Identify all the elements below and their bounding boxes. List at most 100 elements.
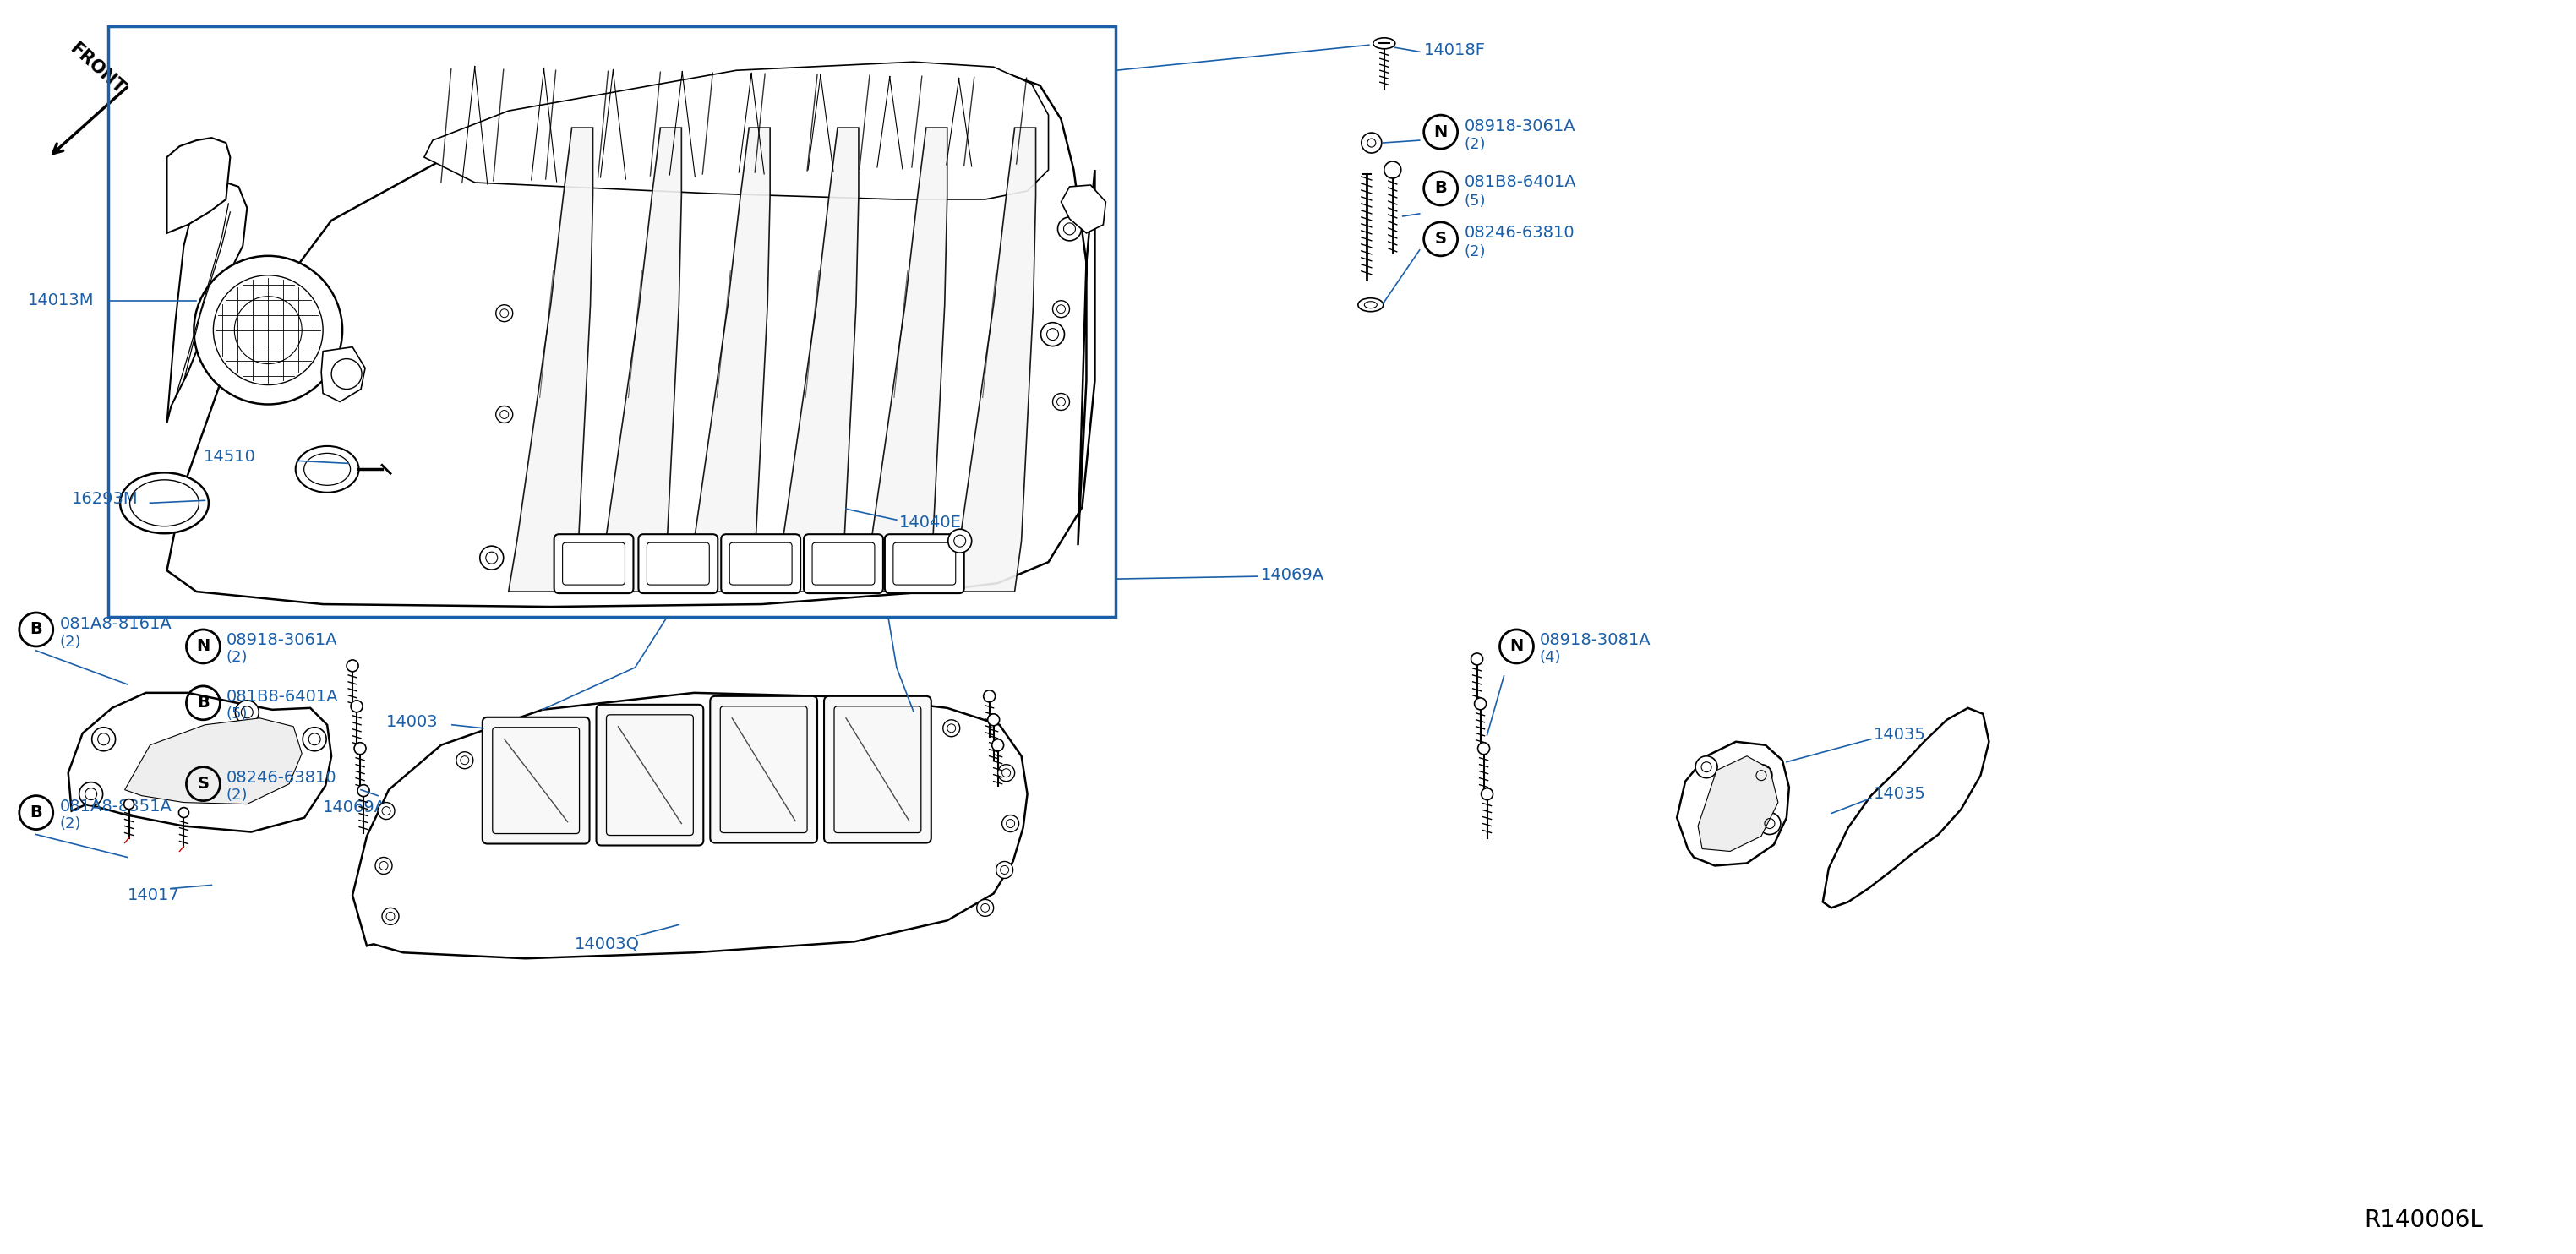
Circle shape [997, 861, 1012, 878]
Circle shape [1059, 217, 1082, 241]
Text: 08246-63810: 08246-63810 [227, 770, 337, 786]
Circle shape [948, 529, 971, 553]
Text: (2): (2) [59, 816, 82, 831]
Text: (2): (2) [1463, 137, 1486, 152]
Polygon shape [775, 128, 858, 592]
Polygon shape [863, 128, 948, 592]
Text: 08918-3061A: 08918-3061A [1463, 118, 1577, 134]
Text: (5): (5) [1463, 193, 1486, 208]
Ellipse shape [296, 446, 358, 493]
Text: N: N [1510, 638, 1522, 655]
Polygon shape [322, 347, 366, 401]
Circle shape [93, 727, 116, 751]
Polygon shape [685, 128, 770, 592]
Ellipse shape [121, 473, 209, 533]
Circle shape [350, 701, 363, 712]
Polygon shape [353, 692, 1028, 958]
Text: 14035: 14035 [1873, 727, 1927, 742]
Polygon shape [167, 183, 247, 423]
Circle shape [1471, 653, 1484, 665]
Text: 081B8-6401A: 081B8-6401A [227, 688, 337, 705]
Circle shape [1383, 162, 1401, 178]
Text: 14013M: 14013M [28, 292, 95, 308]
Text: N: N [196, 638, 211, 655]
Circle shape [1360, 133, 1381, 153]
Circle shape [358, 785, 368, 796]
Polygon shape [124, 719, 301, 804]
Circle shape [984, 690, 994, 702]
Circle shape [124, 799, 134, 809]
Circle shape [1481, 788, 1494, 800]
Circle shape [1749, 765, 1772, 786]
Text: 08246-63810: 08246-63810 [1463, 224, 1574, 241]
FancyBboxPatch shape [884, 534, 963, 593]
Circle shape [497, 305, 513, 322]
Circle shape [456, 752, 474, 769]
Text: FRONT: FRONT [67, 40, 126, 98]
Polygon shape [1677, 741, 1790, 865]
Text: (5): (5) [227, 706, 247, 721]
Text: (2): (2) [227, 650, 247, 665]
Circle shape [1473, 697, 1486, 710]
Polygon shape [598, 128, 683, 592]
Polygon shape [1061, 186, 1105, 233]
Polygon shape [425, 61, 1048, 199]
FancyBboxPatch shape [639, 534, 719, 593]
Text: (4): (4) [1540, 650, 1561, 665]
Polygon shape [507, 128, 592, 592]
Circle shape [379, 803, 394, 819]
Polygon shape [67, 692, 332, 831]
Text: 14040E: 14040E [899, 514, 961, 530]
Circle shape [479, 545, 502, 569]
Text: (2): (2) [227, 788, 247, 803]
Circle shape [1041, 322, 1064, 346]
Circle shape [193, 256, 343, 404]
Circle shape [1054, 301, 1069, 317]
Circle shape [987, 714, 999, 726]
Text: 14017: 14017 [126, 887, 180, 903]
Text: 14035: 14035 [1873, 786, 1927, 803]
Circle shape [1002, 815, 1020, 831]
Circle shape [976, 899, 994, 917]
Ellipse shape [1358, 298, 1383, 311]
Text: 14069A: 14069A [322, 800, 386, 815]
Text: 16293M: 16293M [72, 490, 139, 507]
Circle shape [376, 858, 392, 874]
Circle shape [178, 808, 188, 818]
Circle shape [234, 701, 258, 724]
Text: 14069A: 14069A [1262, 567, 1324, 583]
Circle shape [381, 908, 399, 924]
Text: 081B8-6401A: 081B8-6401A [1463, 174, 1577, 191]
Text: B: B [31, 805, 41, 820]
Circle shape [497, 406, 513, 423]
Text: 08918-3061A: 08918-3061A [227, 632, 337, 648]
Text: 14018F: 14018F [1425, 43, 1486, 58]
Circle shape [348, 660, 358, 672]
Circle shape [353, 742, 366, 755]
FancyBboxPatch shape [554, 534, 634, 593]
Text: S: S [198, 776, 209, 793]
Text: S: S [1435, 231, 1448, 247]
Polygon shape [1824, 709, 1989, 908]
Text: B: B [1435, 181, 1448, 197]
Polygon shape [951, 128, 1036, 592]
Circle shape [997, 765, 1015, 781]
Circle shape [1759, 813, 1780, 834]
Bar [108, 26, 1115, 617]
Text: B: B [196, 695, 209, 711]
Circle shape [1054, 394, 1069, 410]
Polygon shape [167, 70, 1095, 607]
Text: R140006L: R140006L [2365, 1208, 2483, 1231]
Polygon shape [167, 138, 229, 233]
Circle shape [992, 739, 1005, 751]
Circle shape [943, 720, 961, 736]
Circle shape [1479, 742, 1489, 755]
Text: 081A8-8351A: 081A8-8351A [59, 799, 173, 815]
Text: (2): (2) [1463, 245, 1486, 260]
Circle shape [304, 727, 327, 751]
Ellipse shape [1373, 38, 1396, 49]
FancyBboxPatch shape [482, 717, 590, 844]
Circle shape [80, 782, 103, 806]
Text: (2): (2) [59, 635, 82, 650]
Text: 14003: 14003 [386, 715, 438, 730]
